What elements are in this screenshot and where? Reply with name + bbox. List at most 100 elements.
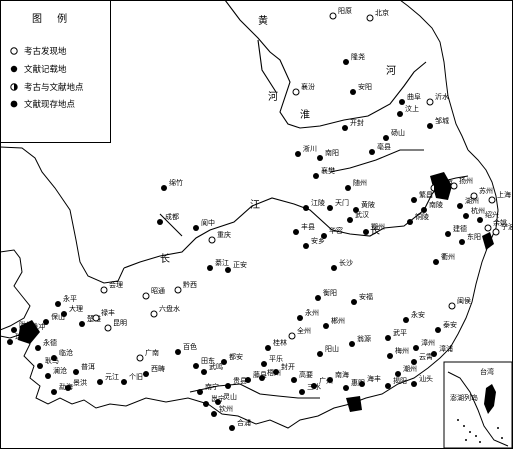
place-marker: 揭阳	[385, 376, 407, 389]
open-circle-icon	[100, 286, 108, 294]
filled-circle-icon	[65, 385, 71, 391]
place-label: 邕宁	[211, 394, 225, 403]
filled-circle-icon	[363, 229, 369, 235]
place-label: 东阳	[467, 232, 481, 241]
place-label: 衢州	[441, 252, 455, 261]
filled-circle-icon	[211, 411, 217, 417]
legend: 图 例 考古发现地 文献记载地 考古与文献地点 文献现存地点	[0, 0, 111, 143]
place-label: 重庆	[217, 230, 231, 239]
place-marker: 东阳	[459, 232, 481, 245]
place-marker: 衢州	[433, 252, 455, 265]
filled-circle-icon	[215, 399, 221, 405]
place-label: 铜陵	[415, 212, 429, 221]
place-label: 天门	[335, 198, 349, 207]
filled-circle-icon	[411, 381, 417, 387]
filled-circle-icon	[197, 389, 203, 395]
place-marker: 临沧	[51, 348, 73, 361]
place-marker: 贵县	[225, 376, 247, 389]
boundary-west-south	[0, 249, 31, 331]
open-circle-icon	[92, 314, 100, 322]
filled-circle-icon	[413, 345, 419, 351]
place-label: 汶上	[405, 104, 419, 113]
place-label: 田东	[201, 356, 215, 365]
filled-circle-icon	[343, 59, 349, 65]
filled-circle-icon	[23, 329, 29, 335]
place-label: 正安	[233, 260, 247, 269]
place-marker: 桂林	[265, 338, 287, 351]
filled-circle-icon	[225, 383, 231, 389]
filled-circle-icon	[7, 339, 13, 345]
place-label: 武鸣	[209, 362, 223, 371]
place-label: 南阳	[325, 148, 339, 157]
place-label: 上海	[497, 190, 511, 199]
place-label: 勐海	[59, 382, 73, 391]
place-marker: 铜陵	[407, 212, 429, 225]
filled-circle-icon	[97, 379, 103, 385]
place-label: 建德	[453, 224, 467, 233]
place-label: 綦江	[215, 258, 229, 267]
place-label: 永平	[63, 294, 77, 303]
place-label: 襄汾	[301, 82, 315, 91]
filled-circle-icon	[383, 135, 389, 141]
place-marker: 丰县	[293, 222, 315, 235]
place-marker: 重庆	[208, 230, 231, 244]
place-label: 隆尧	[351, 52, 365, 61]
place-marker: 华容	[321, 226, 343, 239]
filled-circle-icon	[427, 123, 433, 129]
filled-circle-icon	[411, 359, 417, 365]
filled-circle-icon	[157, 219, 163, 225]
place-marker: 闽侯	[448, 296, 471, 310]
place-marker: 阆中	[193, 218, 215, 231]
filled-circle-icon	[73, 369, 79, 375]
place-label: 北京	[375, 8, 389, 17]
place-marker: 隆尧	[343, 52, 365, 65]
river-label-yellow-3: 河	[386, 65, 396, 77]
place-label: 江陵	[311, 198, 325, 207]
filled-circle-icon	[397, 111, 403, 117]
legend-label-filled: 文献记载地	[24, 64, 67, 75]
filled-circle-icon	[203, 401, 209, 407]
place-marker: 勐海	[51, 382, 73, 395]
filled-circle-icon	[342, 125, 348, 131]
yellow-river	[224, 0, 427, 129]
place-label: 南宁	[205, 382, 219, 391]
place-marker: 襄樊	[313, 166, 335, 179]
taiwan-shape	[484, 384, 496, 414]
filled-circle-icon	[321, 233, 327, 239]
legend-half-icon	[10, 83, 18, 91]
place-label: 安阳	[358, 82, 372, 91]
place-marker: 邕宁	[203, 394, 225, 407]
open-circle-icon	[450, 182, 458, 190]
boundary-east-north	[399, 0, 469, 151]
place-label: 安福	[359, 292, 373, 301]
place-marker: 襄汾	[292, 82, 315, 96]
legend-filled-icon	[10, 65, 18, 73]
place-marker: 成都	[157, 212, 179, 225]
place-label: 扬州	[459, 176, 473, 185]
place-label: 南陵	[429, 200, 443, 209]
place-label: 永安	[411, 310, 425, 319]
filled-circle-icon	[351, 299, 357, 305]
coast-shading	[18, 172, 494, 412]
boundary-sw	[0, 333, 209, 409]
yangtze-river	[123, 175, 469, 269]
filled-circle-icon	[61, 311, 67, 317]
place-label: 昆明	[113, 319, 127, 327]
filled-circle-icon	[315, 295, 321, 301]
inset-map: 台湾 澎湖列岛	[443, 361, 513, 449]
place-marker: 钦州	[211, 404, 233, 417]
inset-coast	[447, 371, 509, 447]
place-marker: 苏州	[470, 186, 493, 200]
filled-circle-icon	[411, 197, 417, 203]
place-marker: 曲阜	[399, 92, 421, 105]
filled-circle-icon	[207, 265, 213, 271]
place-marker: 郴州	[323, 316, 345, 329]
place-marker: 藤县	[245, 370, 267, 383]
place-marker: 广州	[311, 376, 333, 389]
place-label: 成都	[165, 212, 179, 221]
place-marker: 高要	[291, 370, 313, 383]
yellow-river-upper	[257, 39, 277, 93]
place-marker: 南宁	[197, 382, 219, 395]
open-circle-icon	[208, 236, 216, 244]
place-label: 腾冲	[31, 322, 45, 331]
